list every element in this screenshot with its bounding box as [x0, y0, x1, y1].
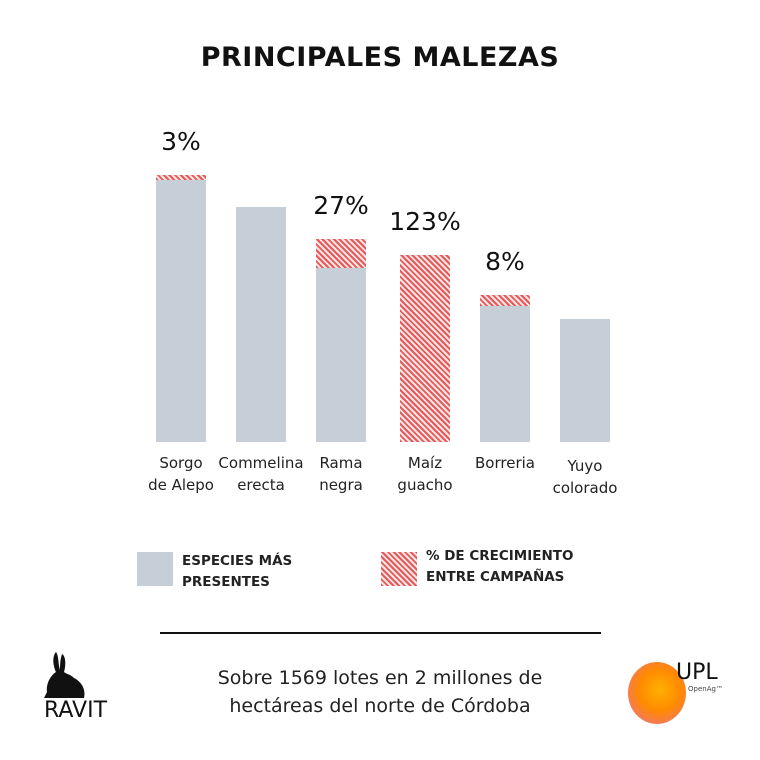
- divider: [160, 632, 601, 634]
- category-label-line: Yuyo: [567, 457, 603, 475]
- category-label: Maíz guacho: [370, 452, 480, 496]
- category-label: Rama negra: [286, 452, 396, 496]
- bar-growth: [156, 175, 206, 181]
- growth-label: 27%: [313, 191, 369, 221]
- upl-logo: UPL: [676, 660, 718, 685]
- category-label: Sorgo de Alepo: [126, 452, 236, 496]
- category-label-line: Borreria: [475, 454, 535, 472]
- legend-line: ENTRE CAMPAÑAS: [426, 569, 565, 585]
- category-label-line: erecta: [237, 476, 285, 494]
- growth-label: 8%: [485, 247, 525, 277]
- bar-presence: [560, 319, 610, 442]
- legend-label-growth: % DE CRECIMIENTO ENTRE CAMPAÑAS: [426, 546, 573, 588]
- category-label-line: colorado: [552, 479, 618, 497]
- category-label: Commelina erecta: [206, 452, 316, 496]
- bar-growth: [316, 239, 366, 269]
- category-label-line: Maíz: [407, 454, 443, 472]
- growth-label: 123%: [389, 207, 461, 237]
- upl-logo-sub: OpenAg™: [688, 685, 723, 693]
- legend-swatch-presence: [137, 552, 173, 586]
- footer-note: Sobre 1569 lotes en 2 millones de hectár…: [200, 664, 560, 720]
- bar-presence: [316, 268, 366, 442]
- legend-label-presence: ESPECIES MÁS PRESENTES: [182, 551, 292, 593]
- bar-presence: [480, 305, 530, 442]
- footer-line: hectáreas del norte de Córdoba: [229, 695, 531, 717]
- category-label: Yuyo colorado: [530, 455, 640, 499]
- category-label-line: guacho: [397, 476, 453, 494]
- category-label-line: Commelina: [218, 454, 304, 472]
- growth-label: 3%: [161, 127, 201, 156]
- bar-growth: [400, 255, 450, 442]
- rabbit-icon: [44, 652, 85, 698]
- category-label-line: de Alepo: [148, 476, 214, 494]
- bar-presence: [156, 180, 206, 442]
- legend-line: ESPECIES MÁS: [182, 553, 293, 569]
- bar-presence: [236, 207, 286, 442]
- ravit-logo: RAVIT: [44, 698, 108, 723]
- legend-line: PRESENTES: [182, 574, 270, 590]
- footer-line: Sobre 1569 lotes en 2 millones de: [217, 667, 543, 689]
- category-label-line: Sorgo: [159, 454, 203, 472]
- legend-swatch-growth: [381, 552, 417, 586]
- category-label-line: Rama: [319, 454, 363, 472]
- chart-title: PRINCIPALES MALEZAS: [200, 42, 560, 73]
- category-label-line: negra: [319, 476, 363, 494]
- upl-logo-circle: [628, 662, 686, 724]
- bar-growth: [480, 295, 530, 306]
- legend-line: % DE CRECIMIENTO: [426, 548, 574, 564]
- category-label: Borreria: [450, 452, 560, 474]
